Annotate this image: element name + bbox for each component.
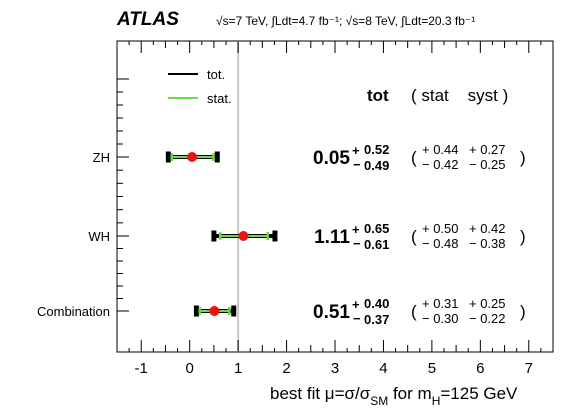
paren-close: ): [520, 227, 526, 246]
total-error-cap-high: [231, 305, 237, 317]
stat-down: − 0.48: [422, 236, 459, 251]
paren-close: ): [520, 148, 526, 167]
x-tick-label: 7: [525, 360, 533, 377]
total-error-cap-low: [193, 305, 199, 317]
experiment-label: ATLAS: [116, 9, 179, 30]
syst-down: − 0.22: [469, 311, 506, 326]
category-label: Combination: [37, 304, 110, 319]
syst-up: + 0.25: [469, 296, 506, 311]
stat-up: + 0.44: [422, 142, 459, 157]
tot-down-value: 0.37: [364, 312, 389, 327]
mu-value: 0.51: [313, 302, 350, 323]
stat-up: + 0.31: [422, 296, 459, 311]
stat-up: + 0.50: [422, 221, 459, 236]
x-tick-label: 4: [379, 360, 387, 377]
x-tick-label: 6: [476, 360, 484, 377]
legend: tot. stat.: [168, 67, 232, 106]
x-tick-label: 1: [234, 360, 242, 377]
best-fit-point: [187, 152, 198, 162]
x-tick-label: 2: [282, 360, 290, 377]
tot-down-sign: −: [353, 157, 361, 172]
column-header-tot: tot: [367, 86, 389, 105]
tot-up-value: 0.40: [364, 296, 389, 311]
x-tick-label: 5: [428, 360, 436, 377]
syst-up: + 0.27: [469, 142, 506, 157]
paren-open: (: [411, 148, 417, 167]
tot-down-value: 0.61: [364, 237, 389, 252]
tot-up-value: 0.52: [364, 142, 389, 157]
syst-down: − 0.25: [469, 157, 506, 172]
total-error-cap-low: [165, 151, 171, 163]
total-error-cap-high: [214, 151, 220, 163]
x-tick-label: 3: [331, 360, 339, 377]
tot-down-value: 0.49: [364, 158, 389, 173]
best-fit-point: [209, 306, 220, 316]
category-label: ZH: [93, 150, 110, 165]
total-error-cap-low: [211, 230, 217, 242]
best-fit-point: [238, 231, 249, 241]
legend-total-label: tot.: [207, 67, 225, 82]
syst-down: − 0.38: [469, 236, 506, 251]
x-axis-label: best fit μ=σ/σSM for mH=125 GeV: [270, 384, 518, 408]
stat-down: − 0.42: [422, 157, 459, 172]
paren-open: (: [411, 227, 417, 246]
total-error-cap-high: [272, 230, 278, 242]
legend-stat-label: stat.: [207, 91, 232, 106]
x-tick-label: -1: [135, 360, 148, 377]
mu-value: 1.11: [314, 227, 350, 248]
paren-close: ): [520, 302, 526, 321]
energy-luminosity-label: √s=7 TeV, ∫Ldt=4.7 fb⁻¹; √s=8 TeV, ∫Ldt=…: [216, 14, 475, 28]
row-wh: WH 1.11 +0.65− 0.61 () + 0.50− 0.48 + 0.42− 0.…: [88, 221, 525, 252]
tot-up-sign: +: [352, 222, 360, 237]
stat-down: − 0.30: [422, 311, 459, 326]
x-tick-label: 0: [185, 360, 193, 377]
tot-up-value: 0.65: [364, 221, 389, 236]
tot-up-sign: +: [352, 143, 360, 158]
row-combination: Combination 0.51 +0.40− 0.37 () + 0.31− 0.30 +…: [37, 296, 526, 327]
column-header-stat-syst: ( stat syst ): [411, 86, 508, 105]
paren-open: (: [411, 302, 417, 321]
category-label: WH: [88, 229, 110, 244]
mu-value: 0.05: [313, 148, 350, 169]
row-zh: ZH 0.05 +0.52− 0.49 () + 0.44− 0.42 + 0.27− 0.…: [93, 142, 526, 173]
tot-down-sign: −: [353, 311, 361, 326]
tot-down-sign: −: [353, 236, 361, 251]
tot-up-sign: +: [352, 297, 360, 312]
syst-up: + 0.42: [469, 221, 506, 236]
